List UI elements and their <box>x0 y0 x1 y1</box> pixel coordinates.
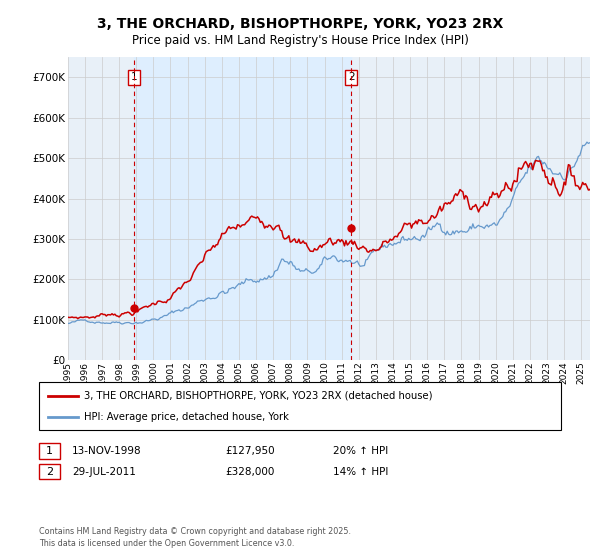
Text: HPI: Average price, detached house, York: HPI: Average price, detached house, York <box>84 412 289 422</box>
Text: £328,000: £328,000 <box>225 466 274 477</box>
Text: 1: 1 <box>131 72 137 82</box>
Text: 14% ↑ HPI: 14% ↑ HPI <box>333 466 388 477</box>
Text: £127,950: £127,950 <box>225 446 275 456</box>
Text: 1: 1 <box>46 446 53 456</box>
Text: Price paid vs. HM Land Registry's House Price Index (HPI): Price paid vs. HM Land Registry's House … <box>131 34 469 48</box>
Text: 13-NOV-1998: 13-NOV-1998 <box>72 446 142 456</box>
Bar <box>134 57 352 360</box>
Text: 3, THE ORCHARD, BISHOPTHORPE, YORK, YO23 2RX (detached house): 3, THE ORCHARD, BISHOPTHORPE, YORK, YO23… <box>84 391 433 401</box>
Text: 2: 2 <box>348 72 355 82</box>
Text: 29-JUL-2011: 29-JUL-2011 <box>72 466 136 477</box>
Text: 2: 2 <box>46 466 53 477</box>
Text: 3, THE ORCHARD, BISHOPTHORPE, YORK, YO23 2RX: 3, THE ORCHARD, BISHOPTHORPE, YORK, YO23… <box>97 17 503 31</box>
Text: Contains HM Land Registry data © Crown copyright and database right 2025.
This d: Contains HM Land Registry data © Crown c… <box>39 527 351 548</box>
Text: 20% ↑ HPI: 20% ↑ HPI <box>333 446 388 456</box>
